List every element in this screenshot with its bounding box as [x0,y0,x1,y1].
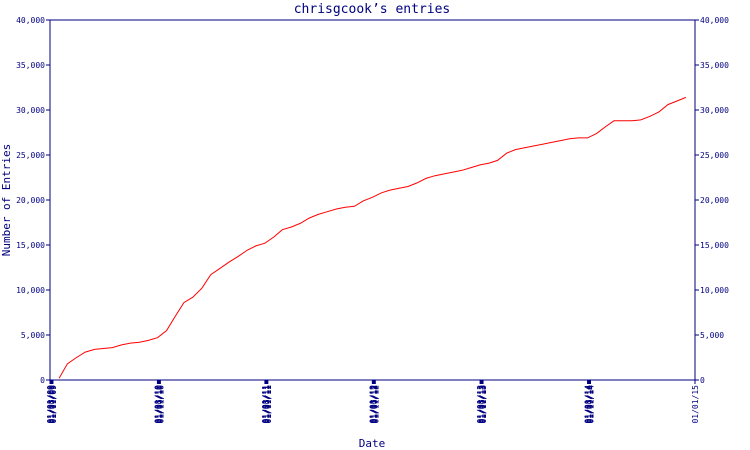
x-tick-label: 01/03/14 [584,385,593,424]
x-axis-label: Date [359,437,386,450]
x-tick-label: 01/07/09 [48,385,57,424]
y2-tick-label: 30,000 [700,106,729,115]
x-tick-label: 01/03/11 [261,385,270,424]
x-tick-label: 01/01/14 [584,385,593,424]
y-tick-label: 5,000 [21,331,45,340]
y-axis-label: Number of Entries [0,144,13,257]
x-tick-label: 01/01/12 [368,385,377,424]
x-tick-label: 01/03/10 [154,385,163,424]
x-tick-label: 01/03/09 [47,385,56,424]
y-tick-label: 10,000 [16,286,45,295]
y2-tick-label: 10,000 [700,286,729,295]
x-tick-label: 01/05/13 [477,385,486,424]
y-tick-label: 0 [40,376,45,385]
x-tick-label: 01/07/13 [478,385,487,424]
x-tick-label: 01/01/15 [691,385,700,424]
x-tick-label: 01/03/13 [477,385,486,424]
x-tick-label: 01/05/11 [262,385,271,424]
x-tick-label: 01/07/12 [370,385,379,424]
y2-tick-label: 15,000 [700,241,729,250]
x-tick-label: 01/03/12 [369,385,378,424]
plot-frame [49,19,696,381]
y2-tick-label: 20,000 [700,196,729,205]
x-tick-label: 01/11/09 [49,385,58,424]
data-line [58,96,687,379]
x-tick-label: 01/09/13 [478,385,487,424]
x-tick-label: 01/01/09 [46,385,55,424]
y2-tick-label: 5,000 [700,331,724,340]
y-tick-label: 30,000 [16,106,45,115]
x-tick-label: 01/09/14 [586,385,595,424]
x-tick-label: 01/05/09 [47,385,56,424]
y-tick-label: 20,000 [16,196,45,205]
y2-tick-label: 25,000 [700,151,729,160]
y2-tick-label: 0 [700,376,705,385]
x-tick-label: 01/05/14 [585,385,594,424]
x-tick-label: 01/07/10 [155,385,164,424]
x-tick-label: 01/07/14 [585,385,594,424]
x-tick-label: 01/09/10 [156,385,165,424]
x-tick-label: 01/11/12 [371,385,380,424]
x-tick-label: 01/11/11 [264,385,273,424]
y2-tick-label: 35,000 [700,61,729,70]
y-tick-label: 25,000 [16,151,45,160]
chart-title: chrisgcook’s entries [294,2,451,17]
x-tick-label: 01/01/11 [261,385,270,424]
y-tick-label: 40,000 [16,16,45,25]
x-tick-label: 01/11/13 [479,385,488,424]
x-tick-label: 01/01/13 [476,385,485,424]
y-tick-label: 35,000 [16,61,45,70]
x-tick-label: 01/09/09 [48,385,57,424]
x-tick-label: 01/07/11 [263,385,272,424]
x-tick-label: 01/11/14 [586,385,595,424]
x-tick-label: 01/09/12 [371,385,380,424]
x-tick-label: 01/05/12 [370,385,379,424]
y2-tick-label: 40,000 [700,16,729,25]
x-tick-label: 01/01/10 [153,385,162,424]
y-tick-label: 15,000 [16,241,45,250]
x-tick-label: 01/11/10 [156,385,165,424]
x-tick-label: 01/05/10 [155,385,164,424]
x-tick-label: 01/09/11 [263,385,272,424]
